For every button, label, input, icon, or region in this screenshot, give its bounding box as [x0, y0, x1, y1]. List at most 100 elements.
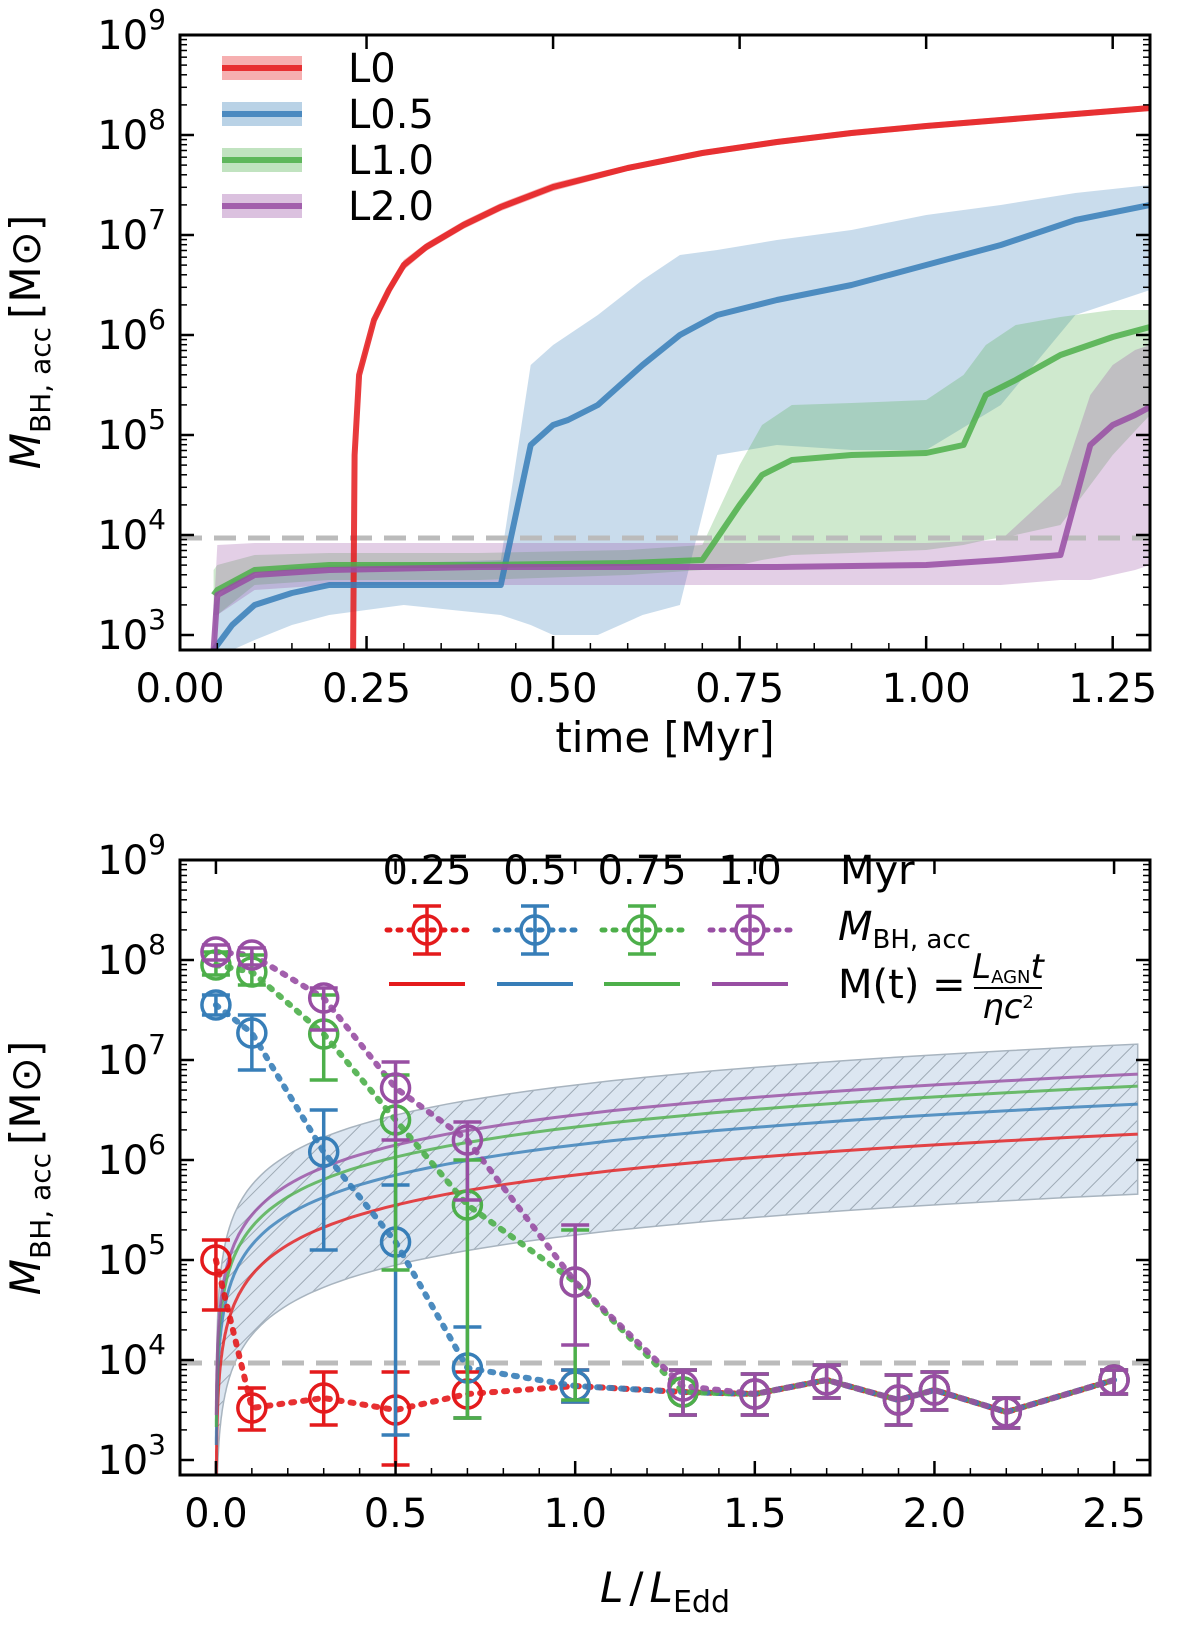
top-ytick-exp: 6: [148, 303, 166, 336]
point-1.0 Myr: [1098, 1364, 1130, 1396]
bottom-xtick-label-0.5: 0.5: [364, 1491, 428, 1537]
point-0.25 Myr: [307, 1382, 340, 1414]
bottom-ytick-exp: 5: [148, 1228, 166, 1261]
bottom-xtick-label-2.5: 2.5: [1082, 1491, 1146, 1537]
bottom-ytick-base: 10: [97, 938, 148, 984]
bottom-xtick-label-1.0: 1.0: [543, 1491, 607, 1537]
top-ytick-label-4: 104: [97, 503, 166, 559]
bottom-axes-frame: [178, 858, 1152, 1477]
bottom-ylabel-sub: BH, acc: [24, 1153, 57, 1259]
bottom-y-axis-label: MBH, acc [M⊙]: [1, 1041, 57, 1295]
panel-bottom-mass-vs-luminosity: 0.0 0.5 1.0 1.5 2.0 2.5103104105106107108109 …: [1, 828, 1152, 1620]
top-xtick-label-0.50: 0.50: [509, 666, 598, 712]
top-ylabel-sun: ⊙: [1, 231, 50, 266]
top-ytick-label-8: 108: [97, 103, 166, 159]
top-ytick-label-3: 103: [97, 603, 166, 659]
top-ytick-exp: 5: [148, 403, 166, 436]
legend-fraction-numerator: LAGNt: [972, 947, 1045, 988]
point-0.5 Myr: [200, 989, 232, 1021]
bottom-ytick-exp: 6: [148, 1128, 166, 1161]
bottom-ytick-exp: 8: [148, 928, 166, 961]
top-ytick-base: 10: [97, 413, 148, 459]
fraction-num-l: L: [972, 947, 991, 987]
bottom-ytick-base: 10: [97, 1338, 148, 1384]
point-1.0 Myr: [379, 1072, 412, 1104]
legend-points-label: MBH, acc: [838, 904, 971, 955]
bottom-ytick-exp: 9: [148, 828, 166, 861]
legend-time-0.25: 0.25: [382, 848, 471, 894]
legend-marker-0.5: [519, 914, 551, 946]
series-line-L0.5: [211, 202, 1150, 650]
bottom-ytick-label-6: 106: [97, 1128, 166, 1184]
bottom-ytick-label-5: 105: [97, 1228, 166, 1284]
top-ytick-base: 10: [97, 113, 148, 159]
point-1.0 Myr: [739, 1378, 771, 1410]
legend-label-L1.0: L1.0: [348, 138, 434, 184]
top-ytick-base: 10: [97, 313, 148, 359]
fraction-num-sub: AGN: [991, 967, 1030, 988]
top-ylabel-unit: [M: [1, 266, 50, 319]
legend-lines-label: M(t) =: [838, 962, 966, 1008]
top-ytick-base: 10: [97, 213, 148, 259]
analytic-curve-1.0 Myr: [214, 1072, 1138, 1415]
point-0.25 Myr: [200, 1244, 232, 1276]
point-1.0 Myr: [451, 1124, 484, 1156]
bottom-ytick-base: 10: [97, 1438, 148, 1484]
legend-points-m: M: [838, 904, 873, 950]
bottom-plot-area: [180, 936, 1150, 1475]
bottom-xlabel-l: L: [600, 1563, 623, 1612]
bottom-xtick-label-2.0: 2.0: [903, 1491, 967, 1537]
top-x-axis-label: time [Myr]: [555, 713, 774, 762]
top-ytick-exp: 4: [148, 503, 166, 536]
top-ylabel-unit-close: ]: [1, 215, 50, 231]
top-xtick-label-1.00: 1.00: [882, 666, 971, 712]
top-ytick-label-9: 109: [97, 3, 166, 59]
bottom-ytick-label-3: 103: [97, 1428, 166, 1484]
top-xtick-label-0.00: 0.00: [135, 666, 224, 712]
bottom-ytick-exp: 4: [148, 1328, 166, 1361]
legend-marker-0.25: [411, 914, 443, 946]
bottom-xlabel-l2: L: [650, 1563, 673, 1612]
point-0.25 Myr: [236, 1392, 268, 1424]
bottom-ytick-base: 10: [97, 1138, 148, 1184]
bottom-ylabel-unit: [M: [1, 1092, 50, 1145]
legend-points-sub: BH, acc: [873, 925, 971, 955]
top-y-axis-label: MBH, acc [M⊙]: [1, 215, 57, 469]
top-ytick-exp: 7: [148, 203, 166, 236]
legend-time-1.0: 1.0: [718, 848, 782, 894]
top-ytick-base: 10: [97, 513, 148, 559]
fraction-den: ηc: [982, 987, 1023, 1027]
legend-time-0.5: 0.5: [503, 848, 567, 894]
point-1.0 Myr: [667, 1370, 699, 1402]
bottom-xlabel-sub: Edd: [673, 1585, 730, 1620]
point-1.0 Myr: [236, 939, 268, 971]
legend-fraction-denominator: ηc2: [982, 987, 1034, 1027]
bottom-ytick-exp: 3: [148, 1428, 166, 1461]
legend-time-0.75: 0.75: [597, 848, 686, 894]
bottom-ytick-base: 10: [97, 1238, 148, 1284]
point-1.0 Myr: [990, 1396, 1023, 1428]
series-line-L0: [350, 105, 1150, 650]
legend-label-L0.5: L0.5: [348, 92, 434, 138]
top-ytick-exp: 8: [148, 103, 166, 136]
legend-marker-1.0: [734, 914, 766, 946]
bottom-xtick-label-1.5: 1.5: [723, 1491, 787, 1537]
point-1.0 Myr: [918, 1374, 951, 1406]
legend-marker-0.75: [626, 914, 658, 946]
top-ytick-exp: 3: [148, 603, 166, 636]
bottom-ytick-label-9: 109: [97, 828, 166, 884]
top-ticks: 0.00 0.25 0.50 0.75 1.00 1.251031041051061071…: [97, 3, 1157, 712]
point-1.0 Myr: [810, 1364, 843, 1396]
series-line-L2.0: [210, 404, 1150, 650]
point-0.5 Myr: [307, 1136, 340, 1168]
bottom-ytick-exp: 7: [148, 1028, 166, 1061]
bottom-ytick-base: 10: [97, 1038, 148, 1084]
point-1.0 Myr: [307, 982, 340, 1014]
fraction-num-t: t: [1031, 947, 1046, 987]
point-1.0 Myr: [559, 1266, 591, 1298]
bottom-x-axis-label: L / LEdd: [600, 1563, 730, 1620]
